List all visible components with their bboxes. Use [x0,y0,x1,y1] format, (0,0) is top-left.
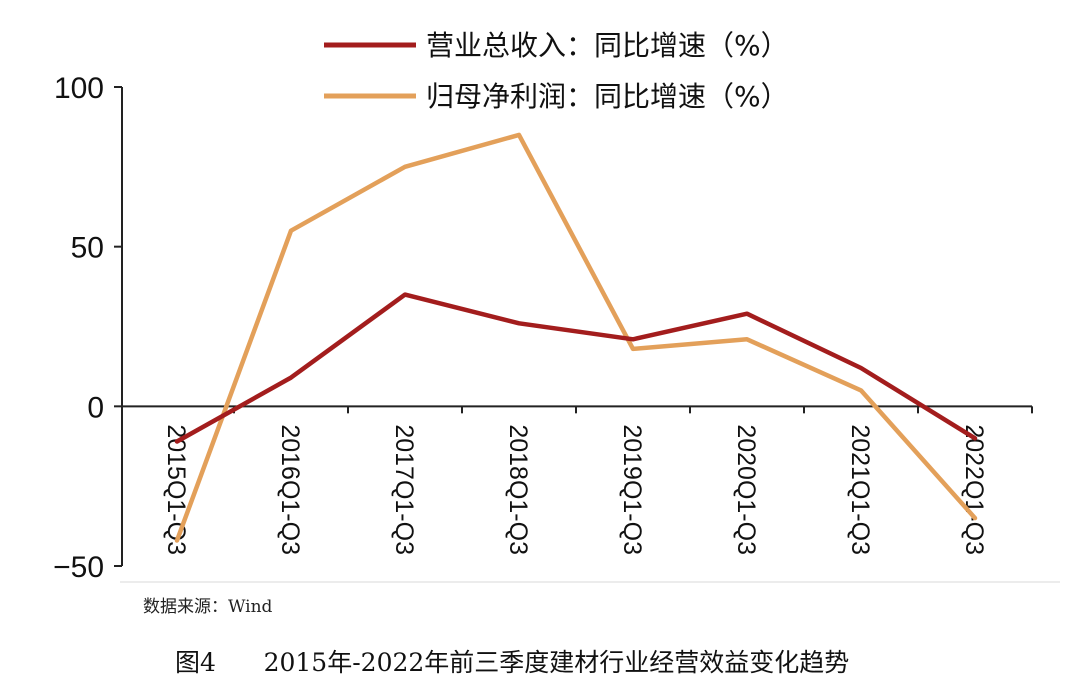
y-axis: −50 0 50 100 [53,72,123,584]
series-layer [174,132,978,543]
line-chart: 营业总收入：同比增速（%） 归母净利润：同比增速（%） −50 0 50 100 201… [53,29,1060,584]
x-tick-label: 2019Q1-Q3 [618,424,646,555]
y-tick-label: 0 [87,391,104,424]
legend-label: 归母净利润：同比增速（%） [426,80,789,113]
x-tick-label: 2021Q1-Q3 [846,424,874,555]
x-tick-label: 2017Q1-Q3 [390,424,418,555]
x-tick-label: 2018Q1-Q3 [504,424,532,555]
x-tick-label: 2022Q1-Q3 [960,424,988,555]
series-line-1 [174,132,978,543]
legend: 营业总收入：同比增速（%） 归母净利润：同比增速（%） [324,29,789,113]
x-tick-label: 2020Q1-Q3 [732,424,760,555]
legend-label: 营业总收入：同比增速（%） [426,29,789,62]
series-line-0 [174,292,978,444]
data-source: 数据来源：Wind [143,597,273,617]
figure-caption: 图4 2015年-2022年前三季度建材行业经营效益变化趋势 [175,648,850,677]
y-tick-label: −50 [53,551,104,584]
x-tick-label: 2015Q1-Q3 [162,424,190,555]
y-tick-label: 50 [71,232,104,265]
x-tick-label: 2016Q1-Q3 [276,424,304,555]
y-tick-label: 100 [54,72,104,105]
x-axis: 2015Q1-Q3 2016Q1-Q3 2017Q1-Q3 2018Q1-Q3 2019… [121,405,1033,555]
